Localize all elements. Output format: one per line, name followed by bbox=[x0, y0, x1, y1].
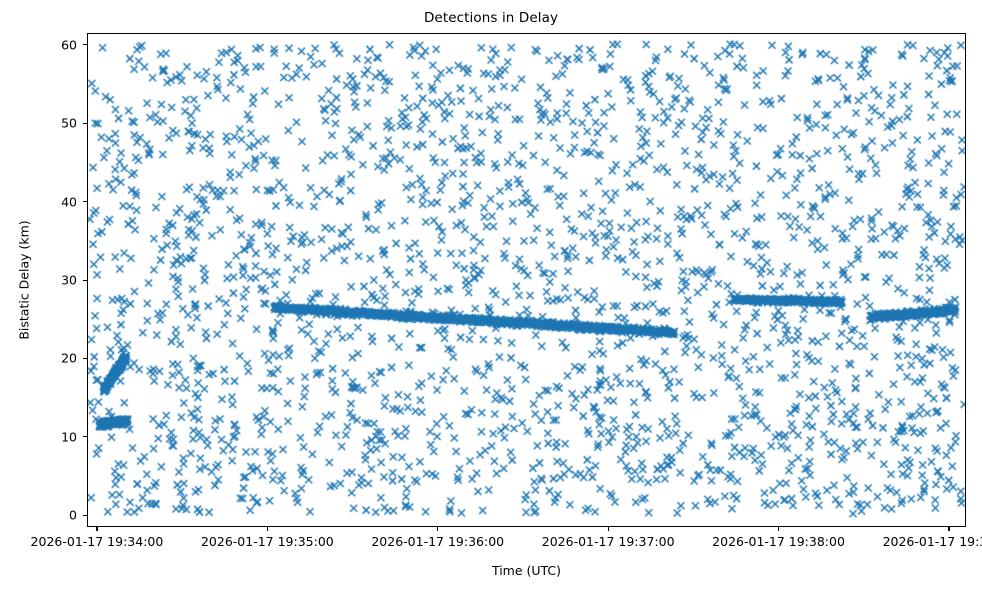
y-axis-label-wrap: Bistatic Delay (km) bbox=[14, 33, 34, 527]
y-tick-mark bbox=[83, 279, 87, 281]
plot-axes bbox=[87, 33, 966, 527]
x-tick-mark bbox=[437, 527, 439, 531]
y-tick-label: 10 bbox=[61, 429, 77, 445]
x-tick-mark bbox=[948, 527, 950, 531]
y-tick-mark bbox=[83, 122, 87, 124]
y-axis-ticks: 0 10 20 30 40 50 60 bbox=[41, 0, 87, 590]
scatter-series bbox=[88, 34, 965, 526]
y-tick-label: 0 bbox=[69, 507, 77, 523]
y-tick-label: 30 bbox=[61, 272, 77, 288]
x-tick-label: 2026-01-17 19:35:00 bbox=[200, 534, 334, 549]
x-tick-mark bbox=[96, 527, 98, 531]
x-tick-label: 2026-01-17 19:36:00 bbox=[371, 534, 505, 549]
x-tick-label: 2026-01-17 19:39:00 bbox=[882, 534, 982, 549]
x-tick-mark bbox=[607, 527, 609, 531]
y-tick-label: 40 bbox=[61, 194, 77, 210]
x-tick-label: 2026-01-17 19:38:00 bbox=[712, 534, 845, 549]
y-tick-label: 60 bbox=[61, 37, 77, 53]
page-title: Detections in Delay bbox=[423, 10, 559, 26]
x-tick-label: 2026-01-17 19:34:00 bbox=[30, 534, 164, 549]
y-tick-mark bbox=[83, 357, 87, 359]
x-axis-label: Time (UTC) bbox=[491, 563, 562, 578]
y-tick-mark bbox=[83, 436, 87, 438]
y-tick-label: 50 bbox=[61, 115, 77, 131]
y-axis-label: Bistatic Delay (km) bbox=[16, 220, 32, 340]
y-tick-mark bbox=[83, 201, 87, 203]
y-tick-mark bbox=[83, 514, 87, 516]
x-tick-label: 2026-01-17 19:37:00 bbox=[541, 534, 675, 549]
x-tick-mark bbox=[266, 527, 268, 531]
y-tick-label: 20 bbox=[61, 350, 77, 366]
x-tick-mark bbox=[778, 527, 780, 531]
y-tick-mark bbox=[83, 44, 87, 46]
